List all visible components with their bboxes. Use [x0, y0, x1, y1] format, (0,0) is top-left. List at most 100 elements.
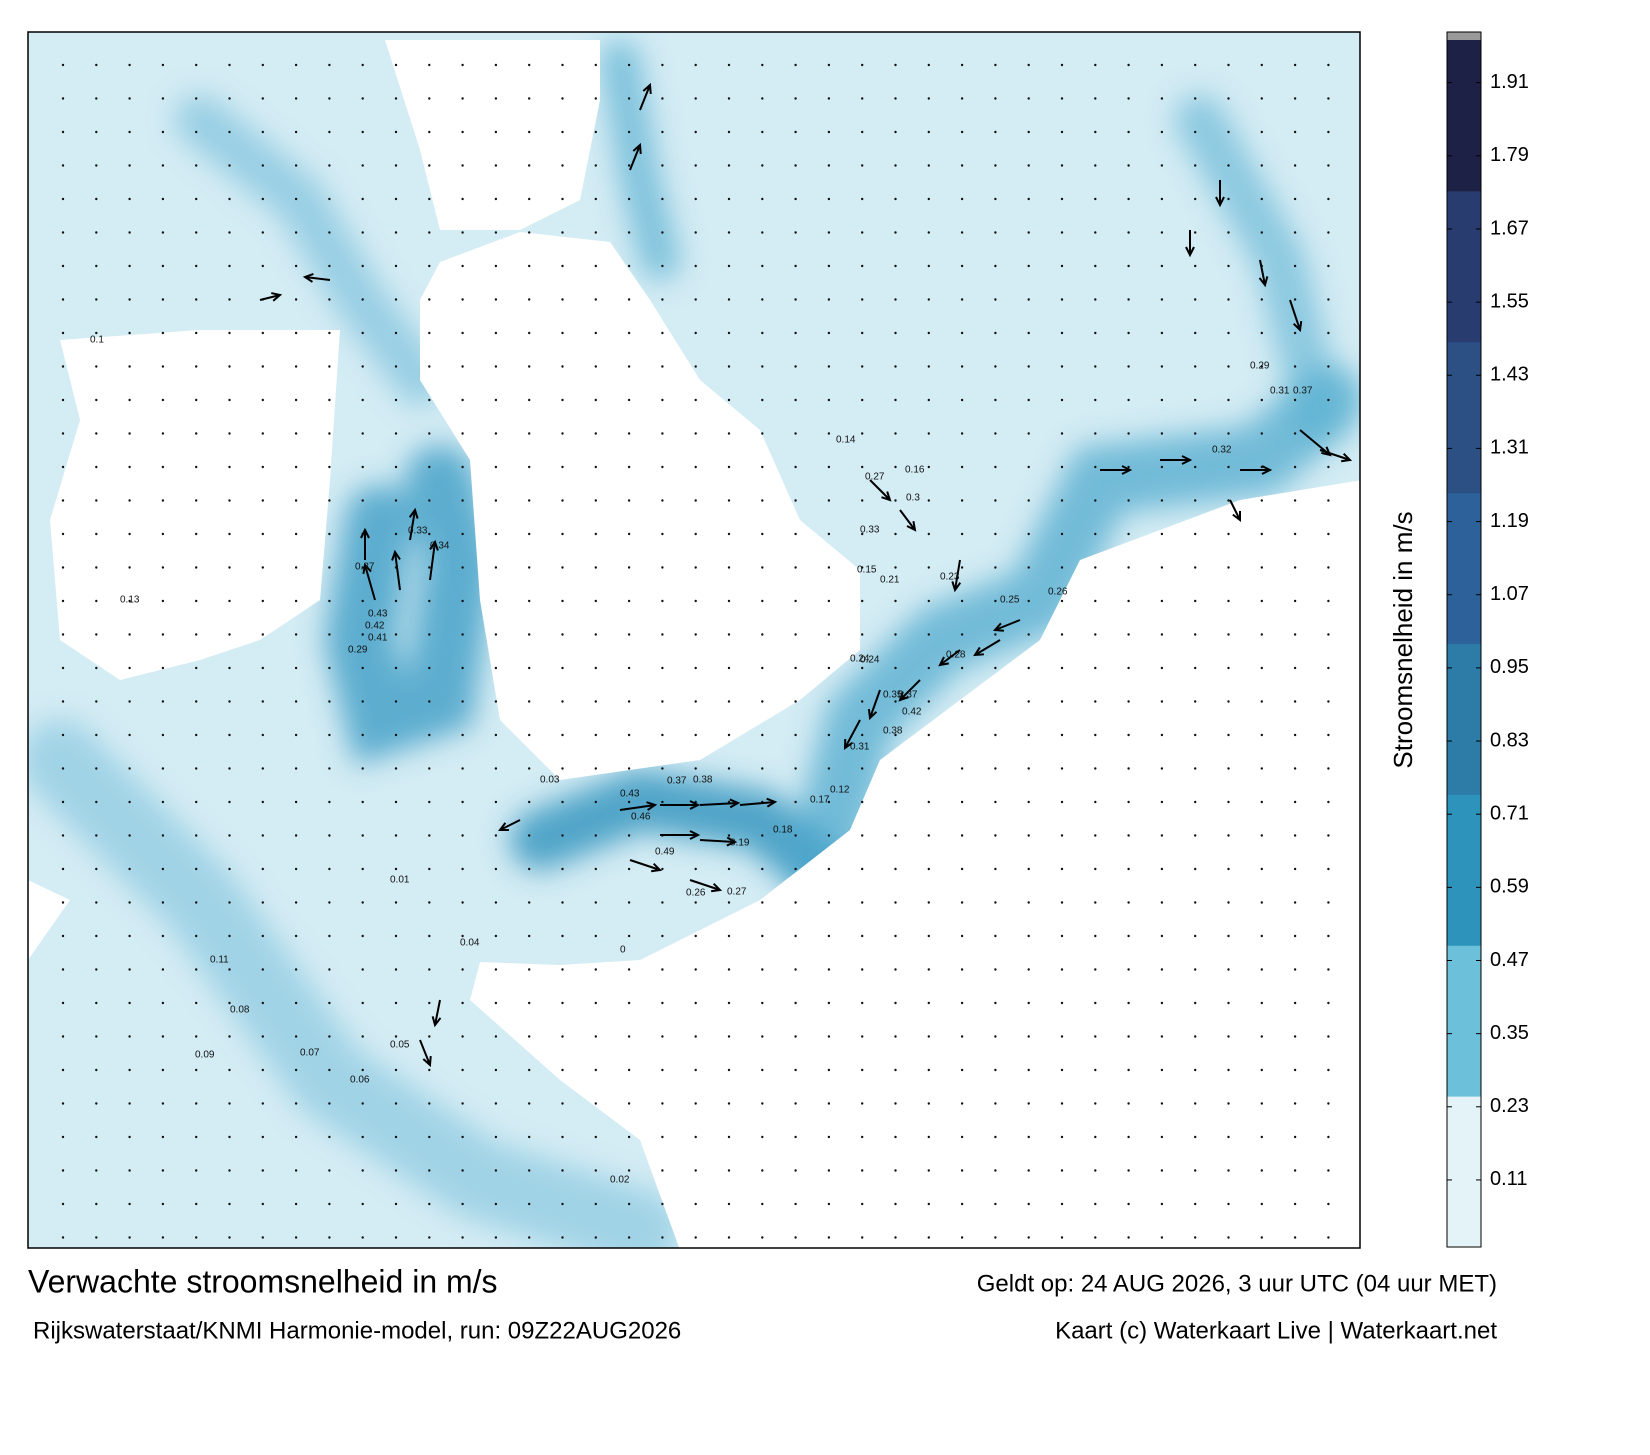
grid-dot	[661, 264, 664, 268]
grid-dot	[528, 432, 531, 435]
grid-dot	[694, 867, 697, 871]
grid-dot	[128, 867, 131, 871]
grid-dot	[1094, 1001, 1097, 1005]
grid-dot	[61, 1068, 65, 1072]
grid-dot	[361, 1135, 364, 1139]
grid-dot	[428, 532, 431, 536]
grid-dot	[361, 63, 364, 67]
grid-dot	[1160, 164, 1164, 167]
grid-dot	[861, 834, 864, 837]
grid-dot	[195, 666, 198, 670]
speed-label: 0.43	[620, 789, 640, 800]
grid-dot	[1194, 1169, 1197, 1172]
grid-dot	[960, 97, 964, 100]
grid-dot	[727, 934, 731, 938]
grid-dot	[994, 700, 997, 703]
grid-dot	[394, 767, 398, 770]
grid-dot	[827, 666, 831, 670]
arrow	[1185, 230, 1195, 258]
grid-dot	[1327, 130, 1330, 134]
grid-dot	[594, 298, 597, 301]
grid-dot	[894, 499, 897, 502]
grid-dot	[1227, 1102, 1230, 1105]
grid-dot	[428, 365, 431, 368]
grid-dot	[328, 800, 331, 804]
arrow	[408, 507, 419, 541]
grid-dot	[294, 800, 298, 804]
grid-dot	[627, 164, 631, 167]
colorbar-tick-label: 0.95	[1490, 656, 1529, 678]
grid-dot	[294, 968, 298, 971]
grid-dot	[994, 800, 997, 804]
grid-dot	[95, 599, 98, 603]
grid-dot	[960, 968, 964, 971]
grid-dot	[827, 264, 831, 268]
grid-dot	[128, 901, 131, 904]
arrow	[639, 82, 652, 111]
grid-dot	[561, 1001, 564, 1005]
grid-dot	[528, 767, 531, 770]
grid-dot	[461, 901, 464, 904]
grid-dot	[128, 130, 131, 134]
grid-dot	[228, 1169, 231, 1172]
grid-dot	[494, 1202, 498, 1206]
grid-dot	[361, 901, 364, 904]
grid-dot	[627, 700, 631, 703]
grid-dot	[661, 1102, 664, 1105]
grid-dot	[494, 1068, 498, 1072]
grid-dot	[894, 901, 897, 904]
grid-dot	[1060, 599, 1064, 603]
grid-dot	[1160, 197, 1164, 201]
grid-dot	[1094, 197, 1097, 201]
grid-dot	[161, 834, 165, 837]
grid-dot	[1094, 599, 1097, 603]
grid-dot	[1194, 867, 1197, 871]
grid-dot	[1160, 834, 1164, 837]
grid-dot	[195, 63, 198, 67]
grid-dot	[1194, 499, 1197, 502]
grid-dot	[1094, 398, 1097, 402]
grid-dot	[228, 700, 231, 703]
grid-dot	[128, 298, 131, 301]
grid-dot	[1194, 767, 1197, 770]
grid-dot	[494, 231, 498, 234]
grid-dot	[927, 566, 930, 569]
grid-dot	[95, 1102, 98, 1105]
grid-dot	[627, 197, 631, 201]
grid-dot	[161, 666, 165, 670]
arrow	[259, 292, 283, 302]
grid-dot	[228, 566, 231, 569]
grid-dot	[1260, 666, 1264, 670]
grid-dot	[1260, 331, 1264, 335]
grid-dot	[394, 63, 398, 67]
grid-dot	[228, 264, 231, 268]
grid-dot	[128, 968, 131, 971]
grid-dot	[661, 1202, 664, 1206]
grid-dot	[195, 599, 198, 603]
grid-dot	[161, 934, 165, 938]
grid-dot	[627, 532, 631, 536]
grid-dot	[361, 331, 364, 335]
grid-dot	[1293, 197, 1297, 201]
grid-dot	[461, 666, 464, 670]
grid-dot	[994, 164, 997, 167]
grid-dot	[228, 1135, 231, 1139]
speed-label: 0.03	[540, 775, 560, 786]
grid-dot	[1227, 130, 1230, 134]
grid-dot	[61, 867, 65, 871]
grid-dot	[694, 97, 697, 100]
grid-dot	[794, 1102, 797, 1105]
grid-dot	[128, 700, 131, 703]
grid-dot	[361, 197, 364, 201]
grid-dot	[1227, 934, 1230, 938]
grid-dot	[161, 499, 165, 502]
grid-dot	[461, 264, 464, 268]
grid-dot	[1293, 432, 1297, 435]
grid-dot	[394, 398, 398, 402]
colorbar-band	[1447, 945, 1481, 1097]
grid-dot	[1127, 1236, 1130, 1239]
grid-dot	[994, 197, 997, 201]
grid-dot	[261, 331, 264, 335]
grid-dot	[694, 398, 697, 402]
grid-dot	[1127, 767, 1130, 770]
